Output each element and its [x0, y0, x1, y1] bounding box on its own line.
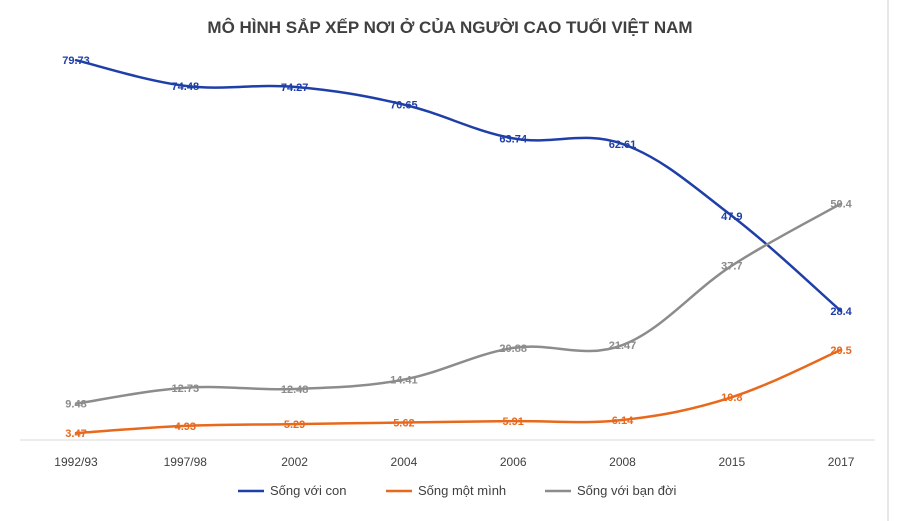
data-label: 74.27 — [281, 82, 309, 94]
x-tick-label: 2015 — [718, 455, 745, 469]
legend: Sống với con Sống một mình Sống với bạn đờ… — [238, 483, 677, 498]
data-label: 74.48 — [172, 81, 200, 93]
chart-title: MÔ HÌNH SẮP XẾP NƠI Ở CỦA NGƯỜI CAO TUỔI… — [207, 18, 692, 37]
x-tick-labels: 1992/93 1997/98 2002 2004 2006 2008 2015 2017 — [54, 455, 854, 469]
data-labels-layer: 79.73 74.48 74.27 70.65 63.74 62.61 47.9 28.4 3.… — [62, 55, 852, 440]
x-tick-label: 2006 — [500, 455, 527, 469]
x-tick-label: 1992/93 — [54, 455, 98, 469]
data-label: 12.48 — [281, 384, 309, 396]
legend-item-song-mot-minh: Sống một mình — [386, 483, 506, 498]
series-layer — [74, 58, 843, 435]
series-line-song-voi-ban-doi — [74, 202, 843, 405]
data-label: 21.47 — [609, 340, 637, 352]
legend-label: Sống với con — [270, 483, 346, 498]
legend-item-song-voi-ban-doi: Sống với bạn đời — [545, 483, 677, 498]
data-label: 47.9 — [721, 211, 742, 223]
x-tick-label: 2008 — [609, 455, 636, 469]
data-label: 79.73 — [62, 55, 90, 67]
x-tick-label: 2017 — [828, 455, 855, 469]
data-label: 6.14 — [612, 415, 634, 427]
data-label: 50.4 — [830, 199, 852, 211]
data-label: 5.91 — [502, 416, 523, 428]
x-tick-label: 2004 — [391, 455, 418, 469]
data-label: 20.5 — [830, 345, 851, 357]
data-label: 5.62 — [393, 418, 414, 430]
data-label: 14.41 — [390, 375, 418, 387]
data-label: 10.8 — [721, 392, 742, 404]
data-label: 20.88 — [499, 343, 527, 355]
legend-label: Sống với bạn đời — [577, 483, 677, 498]
series-line-song-mot-minh — [74, 348, 843, 435]
data-label: 9.48 — [65, 399, 86, 411]
data-label: 4.93 — [175, 421, 196, 433]
x-tick-label: 1997/98 — [164, 455, 208, 469]
legend-label: Sống một mình — [418, 483, 506, 498]
series-line-song-voi-con — [74, 58, 843, 313]
data-label: 5.29 — [284, 419, 305, 431]
x-tick-label: 2002 — [281, 455, 308, 469]
data-label: 12.73 — [172, 383, 200, 395]
data-label: 70.65 — [390, 100, 418, 112]
data-label: 3.47 — [65, 428, 86, 440]
data-label: 63.74 — [499, 133, 527, 145]
data-label: 62.61 — [609, 139, 637, 151]
data-label: 37.7 — [721, 261, 742, 273]
data-label: 28.4 — [830, 306, 852, 318]
legend-item-song-voi-con: Sống với con — [238, 483, 346, 498]
